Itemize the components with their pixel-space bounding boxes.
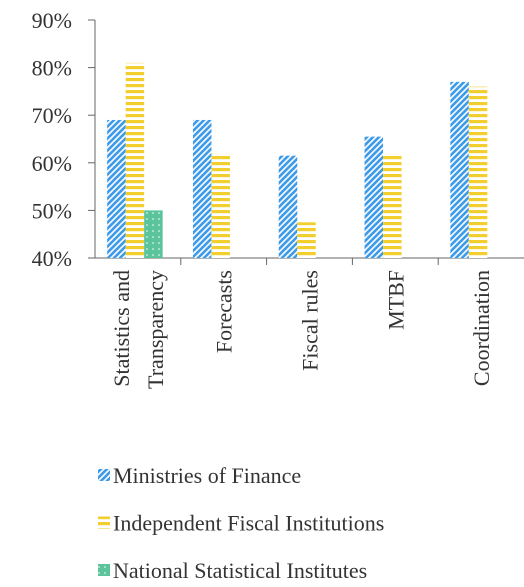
bar: [468, 86, 488, 258]
y-tick-label: 70%: [32, 103, 72, 128]
bar: [107, 119, 126, 259]
bar: [211, 153, 230, 258]
legend-label: Independent Fiscal Institutions: [113, 511, 384, 536]
x-tick-label: Statistics and Transparency: [109, 270, 168, 389]
x-tick-label: MTBF: [383, 270, 408, 330]
legend-label: Ministries of Finance: [113, 463, 301, 488]
bar: [450, 81, 469, 258]
x-tick-label: Forecasts: [212, 270, 237, 353]
x-tick-label: Coordination: [469, 270, 494, 386]
bar: [278, 155, 298, 258]
x-tick-label: Fiscal rules: [298, 270, 323, 371]
y-tick-label: 90%: [32, 8, 72, 33]
y-tick-label: 40%: [32, 246, 72, 271]
y-tick-label: 50%: [32, 198, 72, 223]
legend-swatch: [98, 469, 110, 481]
bar: [125, 62, 145, 259]
legend-label: National Statistical Institutes: [113, 558, 367, 583]
bar: [192, 119, 212, 259]
legend-swatch: [98, 564, 110, 576]
y-tick-label: 60%: [32, 151, 72, 176]
bar: [364, 136, 384, 258]
y-tick-label: 80%: [32, 56, 72, 81]
bar: [144, 210, 163, 258]
bar: [297, 222, 316, 258]
bar: [383, 153, 402, 258]
legend-swatch: [98, 516, 110, 529]
